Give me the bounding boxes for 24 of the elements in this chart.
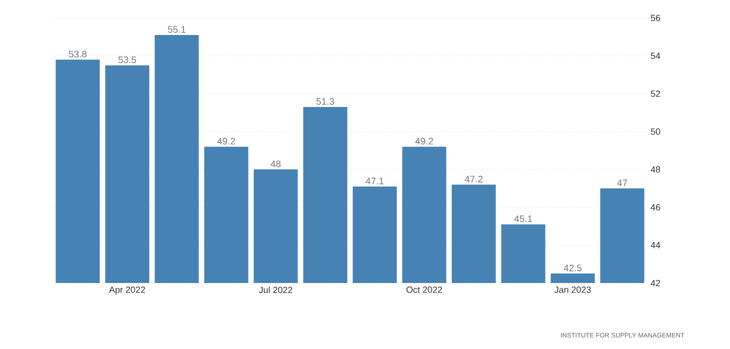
- data-label: 51.3: [316, 98, 334, 105]
- x-tick-label: Jul 2022: [258, 286, 292, 294]
- data-label: 53.8: [68, 50, 87, 58]
- y-tick-label: 54: [650, 52, 660, 59]
- y-tick-label: 46: [650, 204, 660, 210]
- y-tick-label: 52: [650, 90, 660, 97]
- y-tick-label: 50: [650, 128, 660, 135]
- data-label: 47: [617, 180, 628, 186]
- data-label: 55.1: [168, 26, 186, 33]
- data-label: 53.5: [118, 56, 136, 64]
- y-tick-label: 48: [650, 166, 660, 173]
- data-label: 49.2: [217, 138, 235, 145]
- y-tick-label: 56: [650, 14, 660, 22]
- data-label: 42.5: [564, 264, 582, 272]
- y-tick-label: 42: [650, 280, 660, 286]
- data-label: 47.1: [366, 178, 384, 184]
- x-tick-label: Oct 2022: [406, 286, 442, 293]
- x-tick-label: Apr 2022: [109, 286, 145, 295]
- y-tick-label: 44: [650, 242, 660, 248]
- data-label: 47.2: [464, 176, 482, 182]
- data-label: 48: [270, 160, 281, 168]
- x-tick-label: Jan 2023: [554, 286, 591, 293]
- data-label: 45.1: [514, 216, 532, 222]
- data-label: 49.2: [415, 138, 433, 145]
